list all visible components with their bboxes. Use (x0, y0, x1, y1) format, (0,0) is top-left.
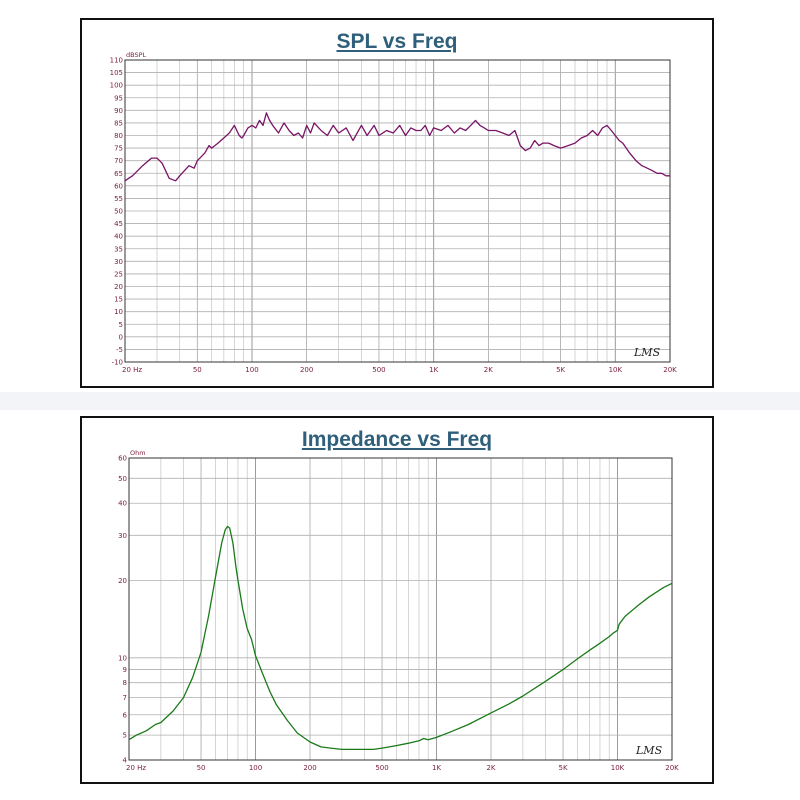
y-tick-label: 7 (123, 694, 127, 702)
y-tick-label: 10 (118, 654, 127, 662)
x-tick-label: 50 (193, 366, 202, 374)
y-tick-label: 20 (118, 577, 127, 585)
y-tick-label: 95 (114, 94, 123, 102)
grid (124, 59, 671, 363)
y-tick-label: 5 (119, 321, 123, 329)
y-tick-label: 70 (114, 157, 123, 165)
x-tick-label: 1K (432, 764, 441, 772)
y-tick-label: 60 (118, 455, 127, 463)
spl-chart: -10 -5 0 5 10 15 20 25 30 35 40 45 50 55 60 65 70 75 80 85 9… (110, 51, 678, 374)
y-axis-label: dBSPL (126, 51, 147, 59)
plot-frame (124, 59, 671, 363)
x-tick-label: 20K (663, 366, 677, 374)
y-tick-label: 30 (114, 258, 123, 266)
y-tick-label: 110 (110, 57, 123, 65)
impedance-chart: 4 5 6 7 8 9 10 20 30 40 50 60 20 Hz 50 100 200 500 1K 2K 5K… (118, 449, 679, 772)
x-tick-label: 100 (245, 366, 258, 374)
x-tick-label: 2K (484, 366, 493, 374)
y-tick-label: -5 (116, 346, 123, 354)
plot-frame (128, 457, 673, 761)
y-tick-label: -10 (112, 359, 123, 367)
panel-separator (0, 392, 800, 410)
y-tick-label: 45 (114, 220, 123, 228)
y-tick-label: 60 (114, 182, 123, 190)
x-tick-label: 5K (556, 366, 565, 374)
lms-watermark: LMS (635, 744, 663, 757)
series-line (124, 112, 670, 182)
spl-chart-panel: SPL vs Freq -10 -5 0 5 10 15 20 25 30 35 40 45 50 55 6… (80, 18, 714, 388)
chart-title: SPL vs Freq (336, 30, 458, 53)
x-tick-label: 200 (300, 366, 313, 374)
y-tick-label: 4 (123, 757, 128, 765)
x-tick-label: 5K (559, 764, 568, 772)
y-tick-label: 75 (114, 145, 123, 153)
y-tick-label: 30 (118, 532, 127, 540)
impedance-chart-panel: Impedance vs Freq 4 5 6 7 8 9 10 20 30 40 50 60 20 H… (80, 416, 714, 784)
chart-title: Impedance vs Freq (301, 428, 493, 451)
x-tick-label: 2K (486, 764, 495, 772)
series-line (128, 525, 673, 751)
y-tick-label: 105 (110, 69, 123, 77)
y-tick-label: 25 (114, 270, 123, 278)
y-axis-label: Ohm (130, 449, 146, 457)
x-tick-label: 200 (303, 764, 316, 772)
y-tick-label: 10 (114, 308, 123, 316)
x-tick-label: 1K (429, 366, 438, 374)
y-tick-label: 9 (123, 666, 127, 674)
y-tick-label: 8 (123, 679, 127, 687)
x-tick-label: 500 (372, 366, 385, 374)
x-tick-label: 100 (249, 764, 262, 772)
y-tick-label: 100 (110, 82, 123, 90)
y-tick-label: 55 (114, 195, 123, 203)
y-tick-label: 35 (114, 245, 123, 253)
x-tick-label: 10K (611, 764, 625, 772)
y-tick-label: 0 (119, 333, 123, 341)
y-tick-label: 65 (114, 170, 123, 178)
x-tick-label: 50 (197, 764, 206, 772)
y-tick-label: 80 (114, 132, 123, 140)
x-tick-label: 500 (375, 764, 388, 772)
y-tick-label: 40 (118, 500, 127, 508)
y-tick-label: 40 (114, 233, 123, 241)
y-tick-label: 5 (123, 732, 127, 740)
x-tick-label: 20 Hz (126, 764, 146, 772)
y-tick-label: 85 (114, 119, 123, 127)
x-tick-label: 20K (665, 764, 679, 772)
y-tick-label: 6 (123, 711, 128, 719)
y-tick-label: 90 (114, 107, 123, 115)
y-tick-label: 15 (114, 296, 123, 304)
y-tick-label: 50 (114, 208, 123, 216)
lms-watermark: LMS (633, 346, 661, 359)
y-tick-label: 20 (114, 283, 123, 291)
y-tick-label: 50 (118, 475, 127, 483)
x-tick-label: 20 Hz (122, 366, 142, 374)
x-tick-label: 10K (609, 366, 623, 374)
